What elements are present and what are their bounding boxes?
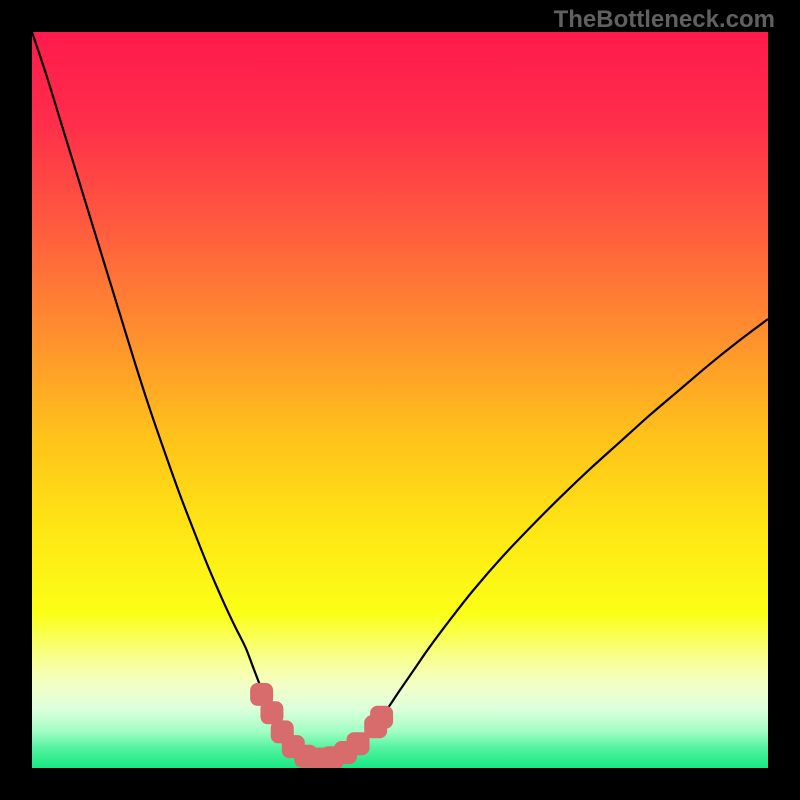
highlight-markers	[251, 683, 393, 770]
chart-svg	[0, 0, 800, 800]
bottleneck-curve	[32, 32, 768, 763]
highlight-marker	[371, 706, 393, 728]
chart-container: TheBottleneck.com	[0, 0, 800, 800]
highlight-marker	[347, 733, 369, 755]
watermark-text: TheBottleneck.com	[554, 6, 775, 34]
